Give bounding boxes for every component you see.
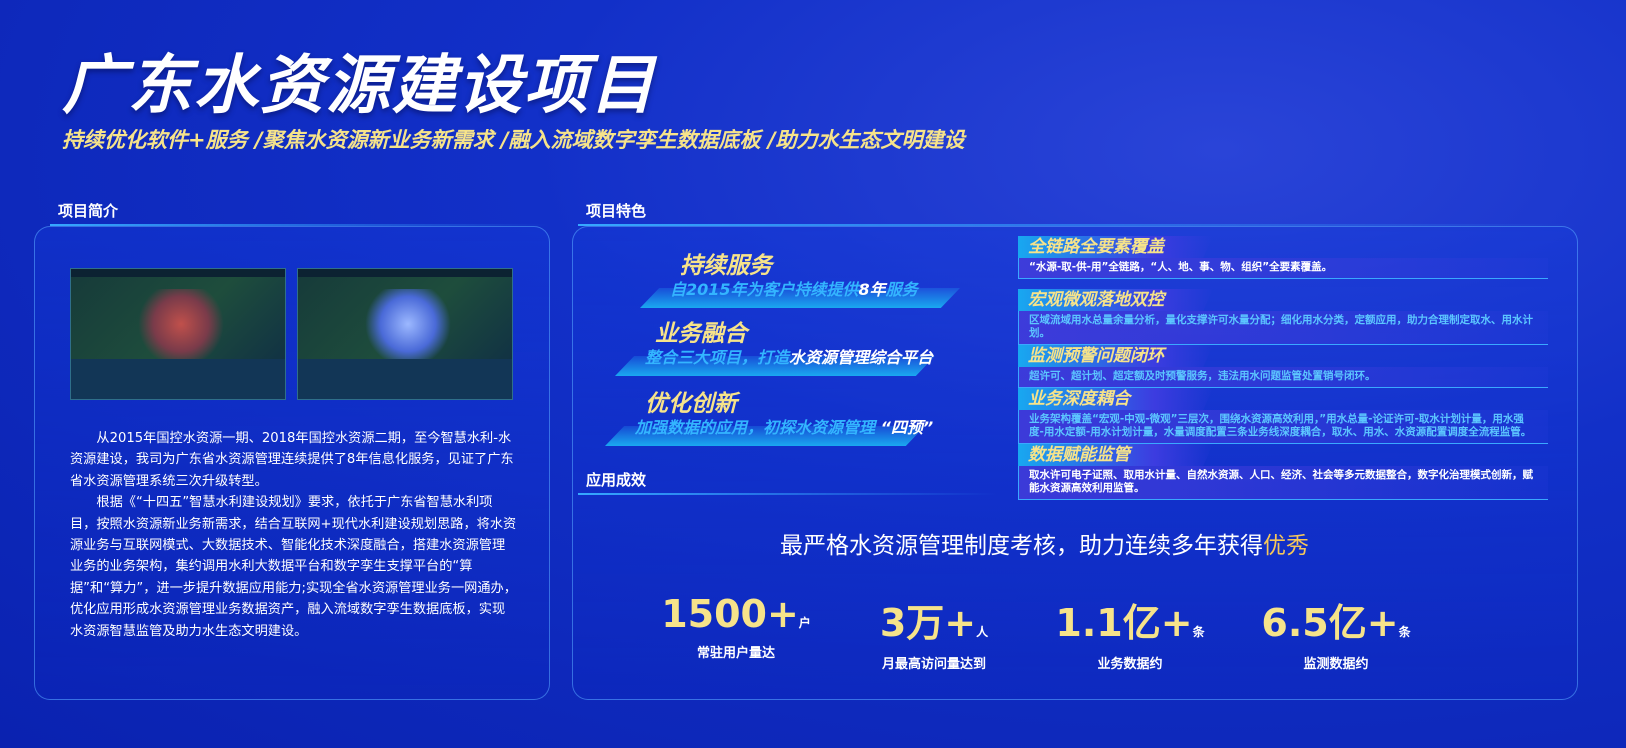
feature-card: 宏观微观落地双控 区域流域用水总量余量分析，量化支撑许可水量分配；细化用水分类，定…: [1018, 289, 1548, 345]
card-text: 业务架构覆盖“宏观-中观-微观”三层次，围绕水资源高效利用，”用水总量-论证许可…: [1018, 410, 1548, 444]
feature-title: 持续服务: [680, 253, 772, 279]
intro-heading: 项目简介: [58, 202, 119, 220]
features-heading: 项目特色: [586, 202, 647, 220]
divider: [578, 493, 998, 495]
card-text: 取水许可电子证照、取用水计量、自然水资源、人口、经济、社会等多元数据整合，数字化…: [1018, 466, 1548, 500]
card-title: 监测预警问题闭环: [1018, 345, 1213, 367]
intro-text: 从2015年国控水资源一期、2018年国控水资源二期，至今智慧水利-水资源建设，…: [70, 428, 518, 642]
feature-item: 业务融合 整合三大项目，打造水资源管理综合平台: [615, 314, 975, 376]
stat-business-data: 1.1亿+条 业务数据约: [1055, 601, 1205, 672]
screenshot-thumbnail: [70, 268, 286, 400]
card-title: 数据赋能监管: [1018, 444, 1213, 466]
stat-visits: 3万+人 月最高访问量达到: [879, 601, 989, 672]
feature-title: 优化创新: [645, 391, 737, 417]
feature-item: 优化创新 加强数据的应用，初探水资源管理 “四预”: [605, 384, 965, 446]
feature-sub: 加强数据的应用，初探水资源管理 “四预”: [635, 418, 934, 437]
page-subtitle: 持续优化软件+服务 /聚焦水资源新业务新需求 /融入流域数字孪生数据底板 /助力…: [62, 128, 965, 152]
card-title: 宏观微观落地双控: [1018, 289, 1213, 311]
feature-card: 全链路全要素覆盖 “水源-取-供-用”全链路，“人、地、事、物、组织”全要素覆盖。: [1018, 236, 1548, 279]
stat-monitor-data: 6.5亿+条 监测数据约: [1261, 601, 1411, 672]
feature-title: 业务融合: [655, 321, 747, 347]
results-headline: 最严格水资源管理制度考核，助力连续多年获得优秀: [780, 533, 1309, 559]
screenshot-thumbnail: [297, 268, 513, 400]
card-text: “水源-取-供-用”全链路，“人、地、事、物、组织”全要素覆盖。: [1018, 258, 1548, 279]
card-title: 业务深度耦合: [1018, 388, 1213, 410]
feature-item: 持续服务 自2015年为客户持续提供8年服务: [640, 246, 1000, 308]
feature-card: 数据赋能监管 取水许可电子证照、取用水计量、自然水资源、人口、经济、社会等多元数据…: [1018, 444, 1548, 500]
page-title: 广东水资源建设项目: [62, 49, 656, 123]
card-text: 区域流域用水总量余量分析，量化支撑许可水量分配；细化用水分类，定额应用，助力合理…: [1018, 311, 1548, 345]
intro-paragraph-1: 从2015年国控水资源一期、2018年国控水资源二期，至今智慧水利-水资源建设，…: [70, 431, 514, 489]
feature-sub: 自2015年为客户持续提供8年服务: [670, 280, 918, 299]
feature-card: 监测预警问题闭环 超许可、超计划、超定额及时预警服务，违法用水问题监管处置销号闭环…: [1018, 345, 1548, 388]
divider: [578, 224, 1578, 226]
card-title: 全链路全要素覆盖: [1018, 236, 1213, 258]
results-heading: 应用成效: [586, 471, 647, 489]
feature-card: 业务深度耦合 业务架构覆盖“宏观-中观-微观”三层次，围绕水资源高效利用，”用水总…: [1018, 388, 1548, 444]
card-text: 超许可、超计划、超定额及时预警服务，违法用水问题监管处置销号闭环。: [1018, 367, 1548, 388]
feature-sub: 整合三大项目，打造水资源管理综合平台: [645, 348, 934, 367]
intro-paragraph-2: 根据《“十四五”智慧水利建设规划》要求，依托于广东省智慧水利项目，按照水资源新业…: [70, 495, 517, 639]
stat-users: 1500+户 常驻用户量达: [661, 592, 811, 661]
divider: [50, 224, 550, 226]
